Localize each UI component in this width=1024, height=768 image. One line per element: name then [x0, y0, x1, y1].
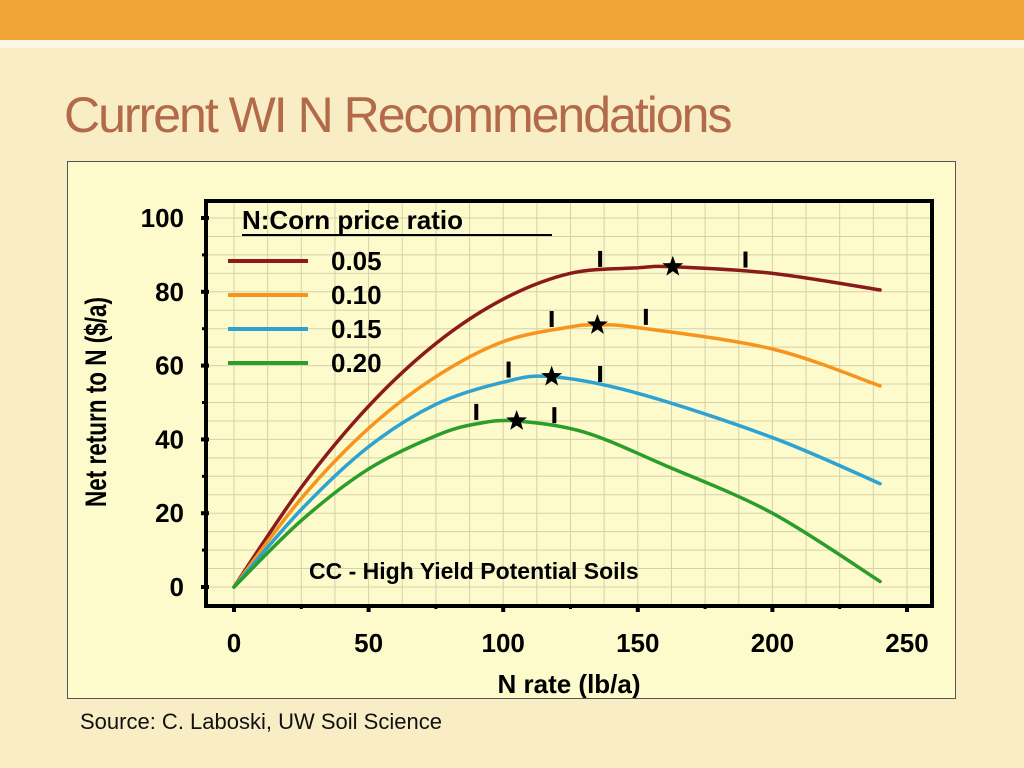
optimum-star-0.15	[541, 365, 563, 386]
net-return-chart: 0 50 100 150 200 250 0 20 40 60 80 100 N:Corn price…	[79, 199, 934, 698]
axis-ticks: 0 50 100 150 200 250 0 20 40 60 80 100	[141, 203, 929, 658]
chart-annotation: CC - High Yield Potential Soils	[309, 558, 639, 584]
series-line-0.05	[232, 264, 882, 589]
x-tick-label: 200	[751, 628, 794, 658]
y-tick-label: 60	[155, 351, 184, 381]
x-tick-label: 150	[616, 628, 659, 658]
y-tick-label: 80	[155, 277, 184, 307]
x-tick-label: 50	[354, 628, 383, 658]
optimum-star-0.20	[506, 409, 528, 430]
legend: N:Corn price ratio 0.05 0.10 0.15 0.20	[228, 205, 552, 378]
legend-label-0.20: 0.20	[331, 348, 382, 378]
series-line-0.15	[232, 374, 882, 589]
y-tick-label: 20	[155, 498, 184, 528]
y-axis-label: Net return to N ($/a)	[79, 297, 113, 507]
x-tick-label: 100	[482, 628, 525, 658]
y-tick-label: 40	[155, 424, 184, 454]
x-axis-label: N rate (lb/a)	[497, 669, 640, 698]
header-accent-band	[0, 0, 1024, 40]
x-tick-label: 250	[885, 628, 928, 658]
legend-label-0.15: 0.15	[331, 314, 382, 344]
optimum-star-0.05	[662, 255, 684, 276]
slide-title: Current WI N Recommendations	[64, 87, 732, 143]
legend-label-0.10: 0.10	[331, 280, 382, 310]
plot-area-background	[206, 201, 932, 606]
legend-title: N:Corn price ratio	[242, 205, 463, 235]
legend-label-0.05: 0.05	[331, 246, 382, 276]
optimum-markers	[474, 250, 748, 430]
chart-frame: 0 50 100 150 200 250 0 20 40 60 80 100 N:Corn price…	[67, 161, 956, 699]
y-tick-label: 100	[141, 203, 184, 233]
series-line-0.10	[232, 323, 882, 589]
series-lines	[232, 264, 882, 589]
optimum-star-0.10	[586, 314, 608, 334]
x-tick-label: 0	[227, 628, 241, 658]
source-citation: Source: C. Laboski, UW Soil Science	[80, 709, 442, 734]
series-line-0.20	[232, 418, 882, 589]
y-tick-label: 0	[170, 572, 184, 602]
header-divider-stripe	[0, 40, 1024, 48]
